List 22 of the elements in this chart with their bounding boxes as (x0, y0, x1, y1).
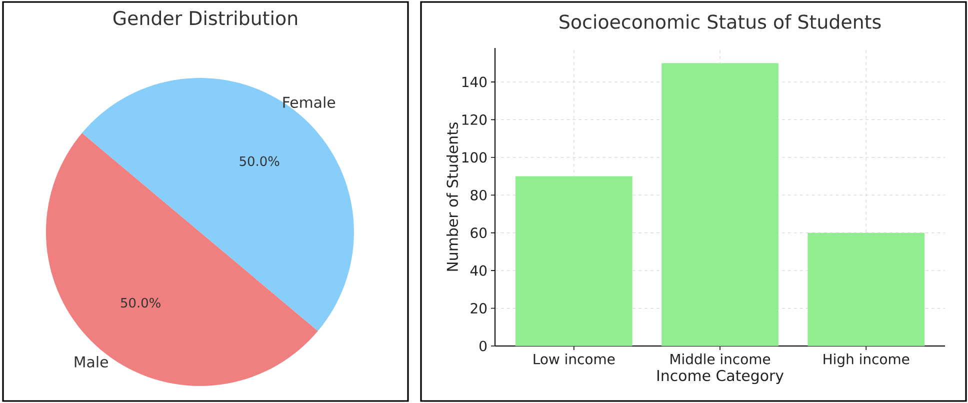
chart-title: Gender Distribution (113, 10, 297, 26)
x-tick-label: High income (824, 354, 910, 368)
y-tick-label: 40 (470, 265, 487, 276)
y-tick-label: 80 (470, 190, 487, 200)
bar (808, 232, 925, 346)
y-tick-label: 60 (470, 228, 487, 238)
x-tick-label: Low income (534, 354, 615, 364)
y-tick-label: 0 (480, 340, 487, 352)
bar (662, 63, 778, 346)
chart-title: Socioeconomic Status of Students (560, 14, 881, 29)
y-tick-label: 140 (462, 76, 487, 88)
y-tick-label: 20 (470, 302, 487, 314)
y-tick-label: 120 (462, 114, 487, 125)
y-axis-title: Number of Students (446, 122, 458, 271)
slice-label: Male (74, 356, 108, 368)
bar (515, 176, 632, 346)
x-tick-label: Middle income (670, 354, 770, 364)
data-label: 50.0% (240, 156, 280, 166)
slice-label: Female (283, 96, 336, 108)
x-axis-title: Income Category (657, 370, 784, 384)
data-label: 50.0% (120, 298, 160, 308)
y-tick-label: 100 (462, 152, 487, 163)
